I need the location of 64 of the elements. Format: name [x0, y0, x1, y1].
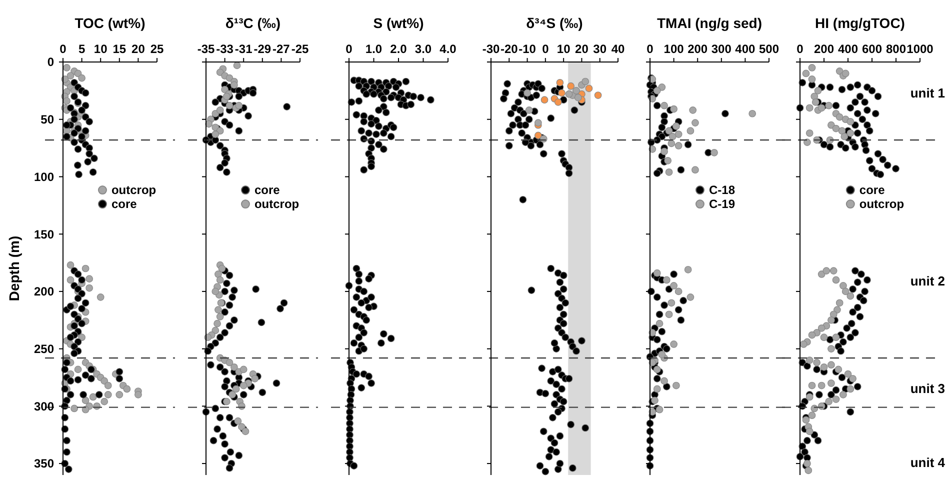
x-tick-label: 30 — [593, 42, 607, 56]
y-tick-label: 0 — [47, 55, 54, 70]
x-tick-label: 100 — [664, 42, 684, 56]
x-tick-label: 4.0 — [440, 42, 457, 56]
x-tick-label: 5 — [78, 42, 86, 56]
y-tick-label: 150 — [34, 227, 54, 242]
x-tick-label: 15 — [112, 42, 126, 56]
x-tick-label: -33 — [216, 42, 234, 56]
x-tick-label: 0 — [796, 42, 804, 56]
x-tick-label: 10 — [94, 42, 108, 56]
x-tick-label: 200 — [814, 42, 834, 56]
chart-title: S (wt%) — [373, 15, 424, 31]
x-tick-label: 1000 — [906, 42, 934, 56]
x-tick-label: 600 — [862, 42, 882, 56]
x-tick-label: -30 — [482, 42, 500, 56]
x-tick-label: -10 — [518, 42, 536, 56]
y-tick-label: 250 — [34, 342, 54, 356]
chart-title: δ¹³C (‰) — [225, 15, 281, 31]
annotation: unit 2 — [910, 273, 945, 288]
x-tick-label: -35 — [197, 42, 215, 56]
x-tick-label: 10 — [556, 42, 571, 56]
annotation: unit 3 — [910, 380, 945, 396]
x-tick-label: 800 — [886, 42, 906, 56]
x-tick-label: 0 — [646, 42, 654, 56]
legend-label: core — [254, 183, 280, 198]
chart-title: δ³⁴S (‰) — [526, 15, 583, 31]
x-tick-label: 2.0 — [390, 42, 408, 56]
legend-label: core — [859, 183, 886, 198]
annotation: unit 1 — [910, 86, 945, 101]
y-axis-title: Depth (m) — [6, 236, 22, 302]
legend-label: core — [111, 197, 138, 212]
y-tick-label: 200 — [34, 284, 54, 299]
x-tick-label: 3.0 — [414, 42, 432, 56]
legend-label: outcrop — [111, 183, 156, 198]
x-tick-label: 20 — [132, 42, 146, 56]
x-tick-label: 200 — [688, 42, 708, 56]
y-tick-label: 50 — [40, 112, 54, 127]
x-tick-label: -25 — [291, 42, 309, 56]
y-tick-label: 100 — [34, 170, 54, 184]
x-tick-label: 0 — [346, 42, 353, 56]
x-tick-label: 1.0 — [365, 42, 382, 56]
legend-label: C-19 — [708, 197, 736, 212]
chart-title: HI (mg/gTOC) — [815, 15, 905, 31]
x-tick-label: -31 — [234, 42, 253, 56]
annotation: unit 4 — [910, 455, 946, 470]
x-tick-label: 400 — [838, 42, 858, 56]
x-tick-label: -27 — [272, 42, 290, 56]
x-tick-label: -29 — [254, 42, 272, 56]
x-tick-label: 40 — [611, 42, 625, 56]
x-tick-label: 0 — [542, 42, 550, 56]
x-tick-label: 400 — [735, 42, 756, 56]
legend-label: outcrop — [859, 197, 904, 212]
x-tick-label: -20 — [500, 42, 518, 56]
legend-label: outcrop — [254, 197, 300, 212]
x-tick-label: 300 — [711, 42, 732, 56]
x-tick-label: 25 — [150, 42, 164, 56]
x-tick-label: 20 — [575, 42, 589, 56]
x-tick-label: 500 — [758, 42, 780, 56]
legend-label: C-18 — [708, 183, 736, 198]
chart-title: TMAI (ng/g sed) — [657, 15, 762, 31]
x-tick-label: 0 — [60, 42, 67, 56]
y-tick-label: 350 — [34, 456, 54, 471]
chart-title: TOC (wt%) — [74, 15, 146, 31]
y-tick-label: 300 — [34, 399, 54, 414]
